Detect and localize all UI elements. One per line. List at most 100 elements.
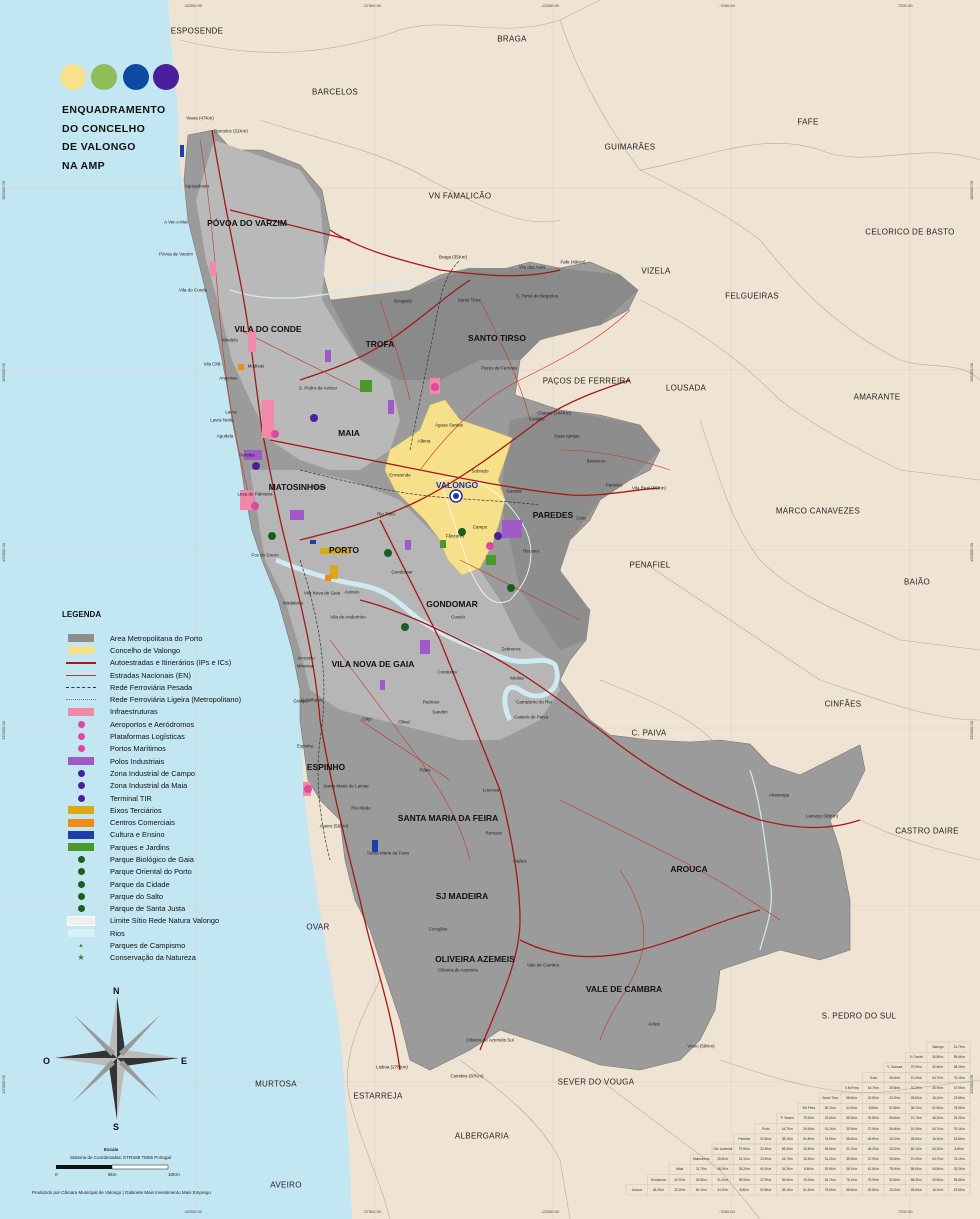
distance-value: 61.8Km <box>803 1136 815 1141</box>
distance-value: 37.9Km <box>953 1085 965 1090</box>
scale-title: Escala <box>104 1147 119 1152</box>
municipality-label: CELORICO DE BASTO <box>865 227 955 237</box>
amp-municipality-label: SJ MADEIRA <box>435 891 489 901</box>
distance-value: 28.6Km <box>717 1157 729 1162</box>
distance-value: 21.7Km <box>910 1116 922 1121</box>
compass-north: N <box>113 986 120 996</box>
distance-value: 37.9Km <box>867 1126 879 1131</box>
distance-value: 31.2Km <box>824 1126 836 1131</box>
place-label: Ribeira <box>311 484 327 490</box>
distance-value: 54.7Km <box>932 1157 944 1162</box>
legend-label: Plataformas Logísticas <box>110 732 185 742</box>
distance-value: 8.8Km <box>804 1167 814 1172</box>
distance-value: 58.6Km <box>846 1096 858 1100</box>
place-label: Perafita <box>239 452 255 458</box>
place-label: Covelo <box>450 614 466 620</box>
legend-item: Parques e Jardins <box>62 841 241 853</box>
place-label: Gondomar <box>391 569 413 575</box>
distance-header: Matosinhos <box>693 1157 710 1162</box>
legend-swatch <box>77 745 85 753</box>
place-label: Aveiro (56Km) <box>319 823 349 829</box>
place-label: Medas <box>510 675 524 681</box>
place-label: Cucujães <box>428 926 448 932</box>
amp-municipality-label: VALE DE CAMBRA <box>585 984 663 994</box>
legend-swatch <box>77 794 85 802</box>
distance-value: 58.6Km <box>846 1136 858 1141</box>
legend-item: Rede Ferroviária Ligeira (Metropolitano) <box>62 693 241 705</box>
distance-table-grid <box>625 1041 971 1196</box>
map-title: ENQUADRAMENTO DO CONCELHO DE VALONGO NA … <box>62 101 166 175</box>
place-label: Leça de Palmeira <box>237 491 273 497</box>
legend-item: Cultura e Ensino <box>62 829 241 841</box>
distance-value: 26.5Km <box>803 1126 815 1131</box>
legend-swatch <box>68 843 94 852</box>
distance-value: 25.2Km <box>953 1116 965 1121</box>
legend-symbol <box>62 867 100 876</box>
compass-south: S <box>113 1122 120 1132</box>
distance-value: 36.6Km <box>889 1075 901 1080</box>
municipality-label: MURTOSA <box>255 1079 297 1089</box>
municipality-label: CASTRO DAIRE <box>895 826 959 836</box>
legend-swatch <box>68 757 94 766</box>
municipality-label: ESTARREJA <box>353 1091 403 1101</box>
distance-value: 30.8Km <box>803 1147 815 1151</box>
legend-symbol <box>62 843 100 852</box>
legend-label: Rede Ferroviária Pesada <box>110 682 193 692</box>
distance-value: 21.7Km <box>846 1147 858 1151</box>
distance-value: 31.2Km <box>910 1085 922 1090</box>
distance-value: 32.6Km <box>824 1116 836 1121</box>
legend-symbol <box>62 757 100 766</box>
amp-municipality-label: MATOSINHOS <box>268 482 326 492</box>
distance-value: 76.1Km <box>953 1157 965 1162</box>
legend-label: Parque Oriental do Porto <box>110 867 192 877</box>
title-dot <box>153 64 179 90</box>
distance-value: 45.8Km <box>932 1167 944 1172</box>
legend-symbol <box>62 806 100 815</box>
place-label: Gulpilhares <box>300 697 324 703</box>
coord-label: -7000.00 <box>719 1209 735 1214</box>
place-label: Sobrado <box>471 468 489 474</box>
distance-value: 58.3Km <box>846 1116 858 1121</box>
place-label: Vila do Conde <box>178 287 208 293</box>
legend-label: Polos Industriais <box>110 756 165 766</box>
place-label: Braga (35Km) <box>438 254 468 260</box>
distance-value: 23.6Km <box>953 1136 965 1141</box>
legend-item: Parque da Cidade <box>62 878 241 890</box>
legend-item: Zona Industrial de Campo <box>62 767 241 779</box>
place-label: Arcozelo <box>297 655 315 661</box>
distance-value: 79.9Km <box>867 1177 879 1182</box>
coord-label: -52000.00 <box>184 1209 203 1214</box>
coord-label: 7200.00 <box>898 1209 913 1214</box>
distance-value: 28.6Km <box>910 1187 922 1192</box>
title-line: DE VALONGO <box>62 141 136 153</box>
distance-value: 33.2Km <box>889 1187 901 1192</box>
legend-swatch <box>77 769 85 777</box>
municipality-label: S. PEDRO DO SUL <box>821 1011 897 1021</box>
place-label: Paredes <box>605 482 623 488</box>
place-label: Olival <box>398 719 410 725</box>
coord-label: 7200.00 <box>898 3 913 8</box>
place-label: Campismo do Rio <box>516 699 552 705</box>
legend-symbol <box>62 892 100 901</box>
municipality-label: SEVER DO VOUGA <box>557 1077 635 1087</box>
point-symbols <box>251 383 515 793</box>
distance-value: 34.2Km <box>846 1106 858 1111</box>
distance-value: 19.2Km <box>910 1157 922 1162</box>
legend-label: Parque da Cidade <box>110 879 170 889</box>
distance-header: Gondomar <box>650 1177 666 1182</box>
river-paiva <box>749 769 772 951</box>
legend-symbol: ▲ <box>62 941 100 950</box>
legend-swatch <box>68 929 94 938</box>
place-label: S. Pedro de Avioso <box>298 385 338 391</box>
scale-bar <box>56 1164 169 1170</box>
scale-tick: 5km <box>108 1172 117 1177</box>
legend-item: ▲ Parques de Campismo <box>62 939 241 951</box>
compass-west: O <box>43 1056 51 1066</box>
legend-swatch <box>77 892 85 900</box>
distance-value: 54.7Km <box>824 1177 836 1182</box>
place-label: Barcelos (31Km) <box>214 128 248 134</box>
distance-value: 48.2Km <box>867 1147 879 1151</box>
distance-value: 58.3Km <box>910 1177 922 1182</box>
distance-value: 30.8Km <box>932 1177 944 1182</box>
amp-municipality-label: PORTO <box>328 545 360 555</box>
